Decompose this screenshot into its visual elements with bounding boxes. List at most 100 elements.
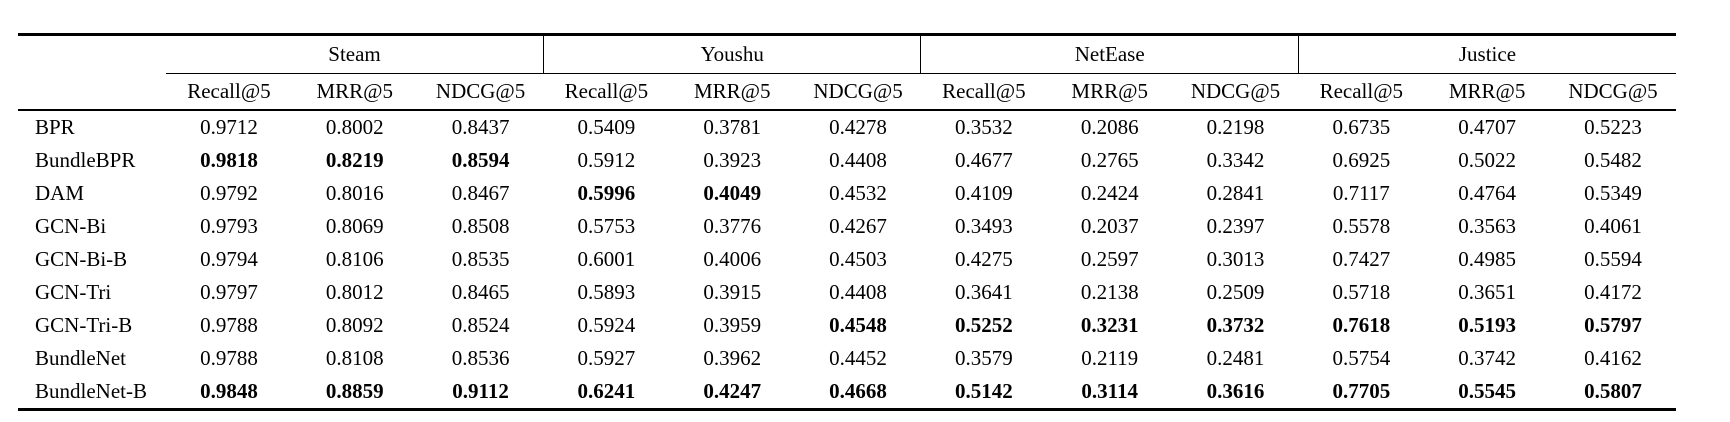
metric-value: 0.4267 (829, 214, 887, 238)
metric-value: 0.6241 (543, 375, 670, 411)
metric-value: 0.2424 (1080, 181, 1139, 205)
metric-value: 0.8069 (325, 214, 384, 238)
metric-value: 0.4408 (829, 280, 887, 304)
metric-value: 0.8002 (325, 115, 384, 139)
method-name: GCN-Tri (35, 280, 112, 304)
metric-value: 0.3962 (703, 346, 762, 370)
dataset-header-justice: Justice (1298, 33, 1676, 74)
metric-value: 0.9792 (200, 181, 258, 205)
metric-value: 0.3493 (955, 214, 1013, 238)
metric-header: NDCG@5 (417, 73, 544, 111)
results-table: Steam Youshu NetEase Justice Recall@5 MR… (18, 33, 1676, 411)
metric-value: 0.3923 (703, 148, 762, 172)
metric-value: 0.7705 (1298, 375, 1425, 411)
metric-value: 0.3641 (955, 280, 1013, 304)
metric-value: 0.5409 (577, 115, 636, 139)
metric-value: 0.4275 (955, 247, 1013, 271)
metric-value: 0.2597 (1080, 247, 1139, 271)
metric-value: 0.8594 (451, 148, 510, 172)
metric-value: 0.7618 (1332, 313, 1391, 337)
metric-value: 0.2086 (1080, 115, 1139, 139)
metric-header-row: Recall@5 MRR@5 NDCG@5 Recall@5 MRR@5 NDC… (18, 73, 1676, 111)
metric-value: 0.3231 (1080, 313, 1139, 337)
metric-value: 0.3742 (1458, 346, 1516, 370)
metric-value: 0.3616 (1172, 375, 1299, 411)
metric-value: 0.2037 (1080, 214, 1139, 238)
metric-value: 0.2138 (1080, 280, 1139, 304)
metric-value: 0.8219 (325, 148, 384, 172)
metric-value: 0.2765 (1080, 148, 1139, 172)
metric-value: 0.7427 (1332, 247, 1391, 271)
metric-value: 0.9712 (200, 115, 258, 139)
metric-value: 0.7117 (1332, 181, 1390, 205)
table-row: DAM 0.9792 0.8016 0.8467 0.5996 0.4049 0.4532 0… (18, 177, 1676, 210)
metric-value: 0.2119 (1081, 346, 1139, 370)
table-row: GCN-Tri 0.9797 0.8012 0.8465 0.5893 0.3915 0.4… (18, 276, 1676, 309)
metric-value: 0.8108 (325, 346, 384, 370)
metric-value: 0.4006 (703, 247, 762, 271)
metric-value: 0.9797 (200, 280, 258, 304)
metric-value: 0.3781 (703, 115, 762, 139)
metric-value: 0.4548 (829, 313, 887, 337)
metric-value: 0.9788 (200, 313, 258, 337)
metric-value: 0.4707 (1458, 115, 1516, 139)
table-row: BundleNet 0.9788 0.8108 0.8536 0.5927 0.3962 0… (18, 342, 1676, 375)
metric-value: 0.4668 (795, 375, 921, 411)
metric-value: 0.8859 (291, 375, 418, 411)
metric-value: 0.4408 (829, 148, 887, 172)
method-name: GCN-Bi-B (35, 247, 128, 271)
metric-value: 0.2397 (1206, 214, 1265, 238)
metric-header: NDCG@5 (1550, 73, 1676, 111)
metric-value: 0.5578 (1332, 214, 1391, 238)
metric-value: 0.6925 (1332, 148, 1391, 172)
method-name: GCN-Tri-B (35, 313, 133, 337)
metric-value: 0.4677 (955, 148, 1013, 172)
metric-value: 0.5754 (1332, 346, 1391, 370)
metric-value: 0.5252 (955, 313, 1013, 337)
metric-value: 0.4532 (829, 181, 887, 205)
metric-value: 0.3732 (1206, 313, 1265, 337)
metric-value: 0.3563 (1458, 214, 1516, 238)
method-name: BPR (35, 115, 75, 139)
metric-value: 0.9793 (200, 214, 258, 238)
metric-value: 0.5807 (1550, 375, 1676, 411)
metric-value: 0.9788 (200, 346, 258, 370)
metric-value: 0.5927 (577, 346, 636, 370)
metric-value: 0.3959 (703, 313, 762, 337)
metric-header: Recall@5 (920, 73, 1047, 111)
metric-value: 0.9848 (166, 375, 292, 411)
method-name: BundleNet (35, 346, 126, 370)
metric-value: 0.4162 (1584, 346, 1642, 370)
metric-value: 0.5482 (1584, 148, 1642, 172)
dataset-header-netease: NetEase (920, 33, 1299, 74)
table-row: BundleNet-B 0.9848 0.8859 0.9112 0.6241 0.424… (18, 375, 1676, 411)
metric-value: 0.3532 (955, 115, 1013, 139)
corner-stub-cell (18, 73, 167, 111)
metric-value: 0.4049 (703, 181, 762, 205)
metric-value: 0.5718 (1332, 280, 1391, 304)
metric-header: MRR@5 (291, 73, 418, 111)
metric-value: 0.2481 (1206, 346, 1265, 370)
metric-value: 0.9112 (417, 375, 544, 411)
table-row: GCN-Bi 0.9793 0.8069 0.8508 0.5753 0.3776 0.42… (18, 210, 1676, 243)
metric-value: 0.5193 (1458, 313, 1516, 337)
method-name: BundleNet-B (18, 375, 167, 411)
metric-header: MRR@5 (1424, 73, 1551, 111)
metric-header: Recall@5 (166, 73, 292, 111)
metric-header: Recall@5 (1298, 73, 1425, 111)
metric-value: 0.5223 (1584, 115, 1642, 139)
dataset-header-row: Steam Youshu NetEase Justice (18, 33, 1676, 74)
metric-value: 0.5893 (577, 280, 636, 304)
metric-value: 0.4452 (829, 346, 887, 370)
metric-value: 0.5545 (1424, 375, 1551, 411)
method-name: GCN-Bi (35, 214, 107, 238)
metric-value: 0.4985 (1458, 247, 1516, 271)
metric-value: 0.3013 (1206, 247, 1265, 271)
metric-value: 0.8524 (451, 313, 510, 337)
metric-header: Recall@5 (543, 73, 670, 111)
metric-value: 0.5594 (1584, 247, 1642, 271)
method-name: DAM (35, 181, 85, 205)
metric-header: NDCG@5 (795, 73, 921, 111)
metric-value: 0.3915 (703, 280, 762, 304)
